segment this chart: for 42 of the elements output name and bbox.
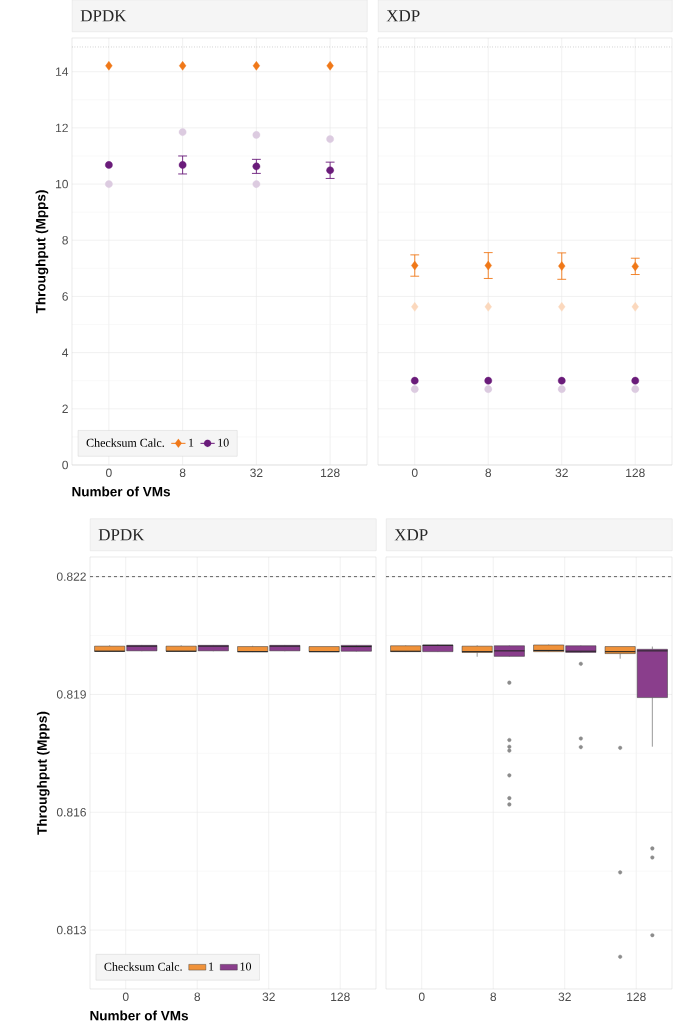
y-tick-label: 2 (62, 404, 68, 413)
x-tick-label: 8 (194, 992, 201, 1002)
legend-title: Checksum Calc. (104, 962, 182, 971)
x-tick-label: 0 (411, 468, 418, 478)
chart-title: DPDK (98, 529, 145, 541)
y-tick-label: 0.819 (56, 690, 86, 699)
x-tick-label: 128 (626, 468, 645, 478)
y-tick-label: 0 (62, 460, 68, 470)
y-tick-label: 14 (56, 67, 69, 76)
x-tick-label: 0 (122, 992, 129, 1002)
x-axis-title: Number of VMs (72, 486, 170, 497)
y-tick-label: 10 (56, 179, 68, 189)
y-tick-label: 4 (62, 348, 69, 357)
y-tick-label: 8 (62, 236, 68, 245)
x-tick-label: 8 (485, 468, 492, 478)
legend-label: 1 (189, 438, 194, 447)
x-tick-label: 128 (627, 992, 646, 1002)
legend-label: 10 (218, 438, 229, 447)
legend-title: Checksum Calc. (86, 438, 164, 447)
x-tick-label: 32 (555, 468, 568, 478)
x-tick-label: 32 (262, 992, 275, 1002)
y-tick-label: 6 (62, 292, 68, 301)
x-tick-label: 32 (250, 468, 263, 478)
x-tick-label: 8 (490, 992, 497, 1002)
chart-title: XDP (386, 10, 420, 22)
x-tick-label: 128 (321, 468, 340, 478)
chart-title: XDP (394, 529, 428, 541)
x-axis-title: Number of VMs (90, 1010, 188, 1021)
y-tick-label: 0.816 (56, 808, 86, 817)
legend-label: 1 (209, 962, 214, 971)
y-axis-title: Throughput (Mpps) (36, 711, 50, 835)
x-tick-label: 0 (106, 468, 112, 478)
y-axis-title: Throughput (Mpps) (35, 190, 49, 314)
x-tick-label: 0 (418, 992, 425, 1002)
y-tick-label: 0.822 (56, 572, 86, 581)
x-tick-label: 32 (558, 992, 571, 1002)
x-tick-label: 8 (179, 468, 186, 478)
y-tick-label: 0.813 (56, 925, 86, 935)
chart-title: DPDK (80, 10, 127, 22)
x-tick-label: 128 (331, 992, 350, 1002)
legend-label: 10 (240, 962, 252, 971)
y-tick-label: 12 (56, 123, 68, 133)
